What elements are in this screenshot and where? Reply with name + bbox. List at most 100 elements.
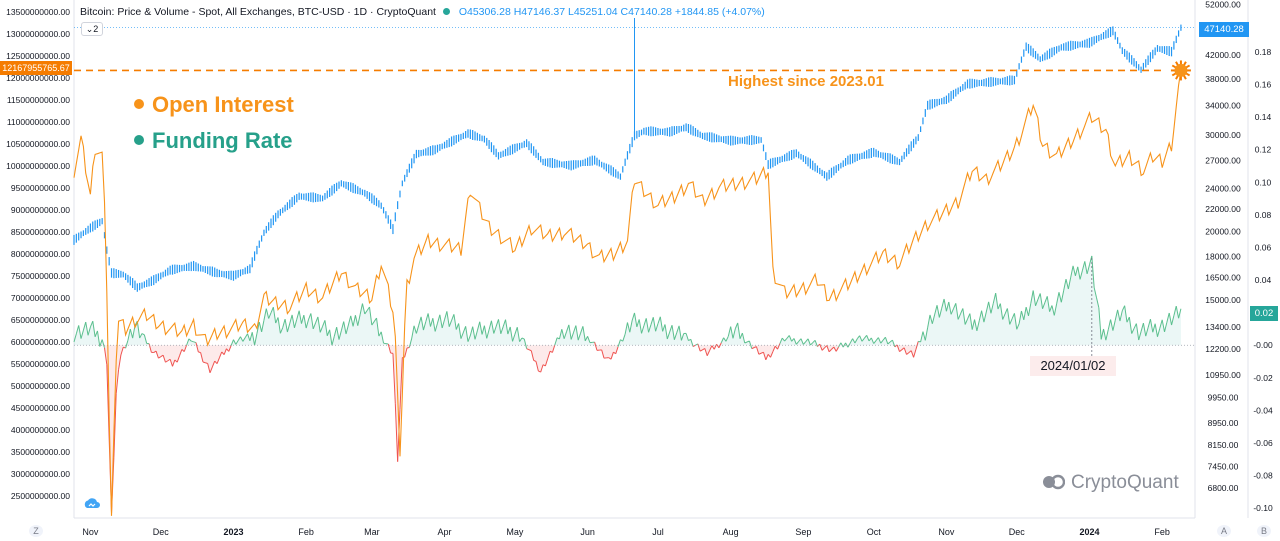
funding-rate-segment [880,339,884,344]
funding-rate-segment [1124,305,1128,323]
funding-rate-segment [240,336,244,342]
funding-rate-segment [957,313,961,320]
funding-rate-segment [420,316,424,331]
funding-rate-segment [1013,313,1018,330]
y-tick-label-funding: 0.12 [1255,145,1272,155]
funding-rate-segment [748,340,753,349]
y-tick-label-price: 12200.00 [1205,344,1241,354]
funding-rate-segment [293,319,298,328]
y-tick-label-oi: 13500000000.00 [6,7,70,17]
cloud-icon[interactable] [81,494,103,514]
funding-rate-segment [847,342,851,348]
funding-rate-segment [89,320,94,328]
funding-rate-segment [948,301,952,315]
funding-rate-segment [308,313,312,320]
sun-ray [1185,64,1191,69]
funding-rate-segment [981,310,985,323]
funding-rate-segment [849,338,854,344]
funding-rate-segment [676,325,680,333]
funding-rate-segment [1002,313,1006,320]
funding-rate-segment [716,343,720,349]
collapse-indicators-button[interactable]: ⌄2 [81,22,103,36]
funding-rate-segment [770,351,774,358]
funding-rate-segment [999,303,1004,320]
funding-rate-segment [584,336,589,342]
funding-rate-segment [211,360,216,368]
funding-rate-segment [399,357,403,410]
funding-rate-segment [205,362,208,364]
funding-rate-segment [289,314,293,324]
scale-settings-button[interactable]: B [1257,525,1271,537]
timezone-button[interactable]: Z [29,525,43,537]
funding-rate-segment [601,349,605,359]
funding-rate-segment [906,352,910,355]
funding-rate-segment [669,324,673,333]
funding-rate-segment [183,345,188,352]
funding-rate-segment [551,344,556,353]
funding-rate-segment [521,337,525,340]
funding-rate-segment [575,325,579,341]
funding-rate-segment [910,350,915,358]
funding-rate-segment [903,347,908,355]
funding-rate-segment [1088,255,1093,266]
funding-rate-segment [631,312,635,321]
funding-rate-segment [666,331,671,340]
funding-rate-segment [870,337,875,344]
funding-rate-segment [394,403,399,462]
funding-rate-segment [657,316,661,324]
funding-rate-segment [962,308,966,325]
chevron-down-icon: ⌄ [85,24,94,34]
x-tick-label: 2023 [223,527,243,537]
funding-rate-segment [737,322,741,339]
funding-rate-segment [533,359,537,362]
funding-rate-segment [1020,310,1025,320]
funding-rate-segment [432,318,436,332]
funding-rate-segment [927,314,931,328]
funding-rate-segment [945,301,950,312]
funding-rate-segment [415,325,420,334]
y-tick-label-funding: 0.08 [1255,210,1272,220]
watermark-text: CryptoQuant [1071,472,1179,493]
funding-rate-segment [329,329,333,346]
funding-rate-segment [730,326,734,339]
y-tick-label-funding: 0.14 [1255,112,1272,122]
funding-rate-segment [483,325,488,339]
funding-rate-segment [626,322,631,333]
funding-rate-segment [1093,287,1097,298]
y-tick-label-oi: 7000000000.00 [11,293,70,303]
auto-scale-button[interactable]: A [1217,525,1231,537]
funding-rate-segment [78,325,82,339]
funding-rate-segment [453,314,457,330]
funding-rate-segment [845,342,849,348]
funding-rate-segment [94,330,98,337]
funding-rate-last-value-tag: 0.02 [1250,306,1278,321]
funding-rate-segment [664,324,668,340]
x-tick-label: Sep [795,527,811,537]
funding-rate-segment [842,342,847,348]
funding-rate-segment [354,315,359,326]
funding-rate-segment [1171,315,1175,326]
funding-rate-segment [265,308,270,319]
y-tick-label-oi: 4500000000.00 [11,403,70,413]
funding-rate-segment [226,348,230,352]
funding-rate-segment [361,303,366,315]
funding-rate-segment [514,327,518,335]
funding-rate-segment [85,321,89,336]
funding-rate-segment [188,338,192,342]
funding-rate-segment [1100,328,1105,340]
x-tick-label: Oct [867,527,882,537]
legend-funding-rate-label: Funding Rate [152,128,293,153]
funding-rate-segment [634,312,638,328]
funding-rate-segment [1056,292,1060,304]
funding-rate-segment [1006,308,1011,325]
y-tick-label-funding: -0.10 [1253,503,1273,513]
funding-rate-segment [331,336,335,346]
funding-rate-segment [333,327,338,337]
funding-rate-segment [723,337,727,342]
funding-rate-segment [863,335,868,339]
funding-rate-segment [209,366,213,374]
funding-positive-area [74,255,1181,346]
y-tick-label-oi: 12500000000.00 [6,51,70,61]
funding-rate-segment [120,347,124,356]
funding-rate-segment [828,349,832,353]
